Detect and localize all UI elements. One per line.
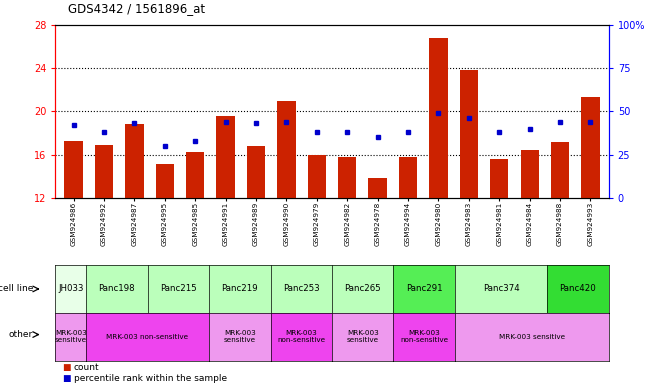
Text: Panc253: Panc253 [283, 285, 320, 293]
Text: GDS4342 / 1561896_at: GDS4342 / 1561896_at [68, 2, 206, 15]
Text: cell line: cell line [0, 285, 33, 293]
Bar [156, 164, 174, 198]
Text: MRK-003 sensitive: MRK-003 sensitive [499, 334, 565, 340]
Bar [64, 141, 83, 198]
Text: percentile rank within the sample: percentile rank within the sample [74, 374, 227, 383]
Bar [429, 38, 447, 198]
Bar [581, 97, 600, 198]
Text: MRK-003
sensitive: MRK-003 sensitive [347, 331, 379, 343]
Bar [551, 142, 569, 198]
Bar [399, 157, 417, 198]
Bar [247, 146, 265, 198]
Text: Panc265: Panc265 [344, 285, 381, 293]
Text: JH033: JH033 [58, 285, 83, 293]
Text: other: other [9, 330, 33, 339]
Text: Panc374: Panc374 [482, 285, 519, 293]
Text: count: count [74, 364, 99, 372]
Text: MRK-003
non-sensitive: MRK-003 non-sensitive [277, 331, 326, 343]
Text: MRK-003
sensitive: MRK-003 sensitive [55, 331, 87, 343]
Text: ■: ■ [62, 364, 70, 372]
Text: MRK-003 non-sensitive: MRK-003 non-sensitive [107, 334, 189, 340]
Text: Panc215: Panc215 [160, 285, 197, 293]
Bar [277, 101, 296, 198]
Bar [338, 157, 356, 198]
Text: Panc219: Panc219 [221, 285, 258, 293]
Bar [521, 150, 539, 198]
Bar [217, 116, 235, 198]
Bar [95, 145, 113, 198]
Bar [186, 152, 204, 198]
Bar [368, 178, 387, 198]
Text: Panc198: Panc198 [98, 285, 135, 293]
Bar [125, 124, 143, 198]
Text: MRK-003
sensitive: MRK-003 sensitive [224, 331, 256, 343]
Bar [460, 70, 478, 198]
Text: ■: ■ [62, 374, 70, 383]
Text: Panc420: Panc420 [560, 285, 596, 293]
Bar [490, 159, 508, 198]
Text: Panc291: Panc291 [406, 285, 443, 293]
Bar [308, 155, 326, 198]
Text: MRK-003
non-sensitive: MRK-003 non-sensitive [400, 331, 449, 343]
